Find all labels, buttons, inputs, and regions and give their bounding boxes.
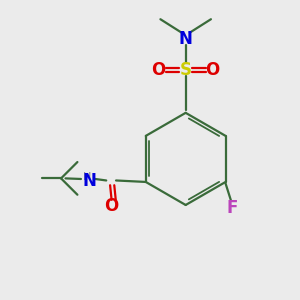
Text: F: F [226,199,238,217]
Text: O: O [206,61,220,79]
Text: N: N [179,29,193,47]
Text: H: H [83,172,91,182]
Text: N: N [83,172,97,190]
Text: S: S [180,61,192,79]
Text: O: O [104,197,118,215]
Text: O: O [152,61,166,79]
